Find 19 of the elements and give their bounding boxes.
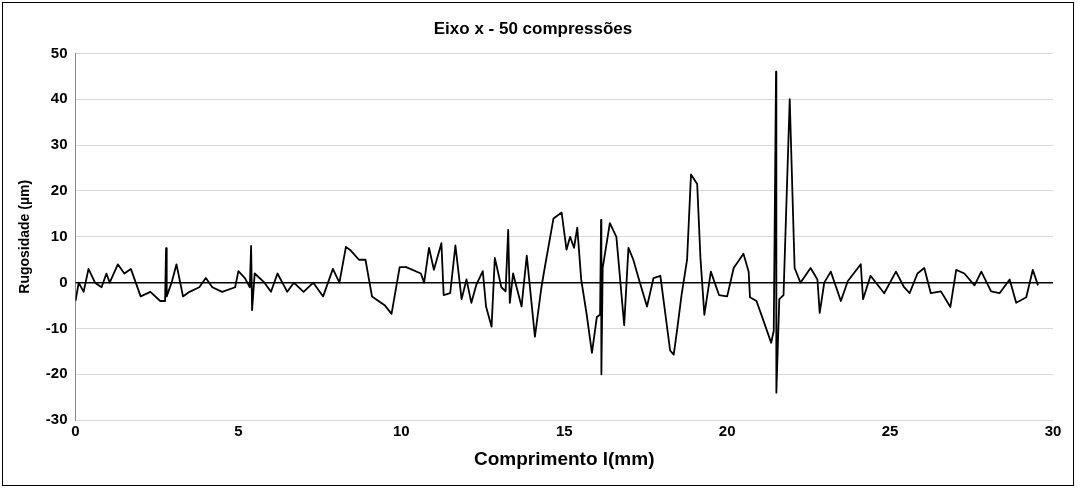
x-tick-label: 10 xyxy=(392,422,410,440)
x-tick-label: 25 xyxy=(881,422,899,440)
y-tick-label: 0 xyxy=(59,272,68,290)
x-tick-label: 0 xyxy=(71,422,80,440)
y-tick-label: -30 xyxy=(45,410,68,428)
y-tick-label: -10 xyxy=(45,318,68,336)
x-tick-label: 30 xyxy=(1044,422,1062,440)
x-tick-label: 15 xyxy=(555,422,573,440)
x-tick-label: 5 xyxy=(234,422,243,440)
y-tick-label: 20 xyxy=(50,181,68,199)
y-tick-label: 50 xyxy=(50,43,68,61)
x-tick-label: 20 xyxy=(718,422,736,440)
x-axis-title: Comprimento l(mm) xyxy=(473,447,655,469)
y-axis-title: Rugosidade (µm) xyxy=(16,179,33,294)
chart-title: Eixo x - 50 compressões xyxy=(433,18,633,38)
y-tick-label: 30 xyxy=(50,135,68,153)
y-tick-label: 10 xyxy=(50,226,68,244)
y-tick-label: 40 xyxy=(50,89,68,107)
y-tick-label: -20 xyxy=(45,364,68,382)
